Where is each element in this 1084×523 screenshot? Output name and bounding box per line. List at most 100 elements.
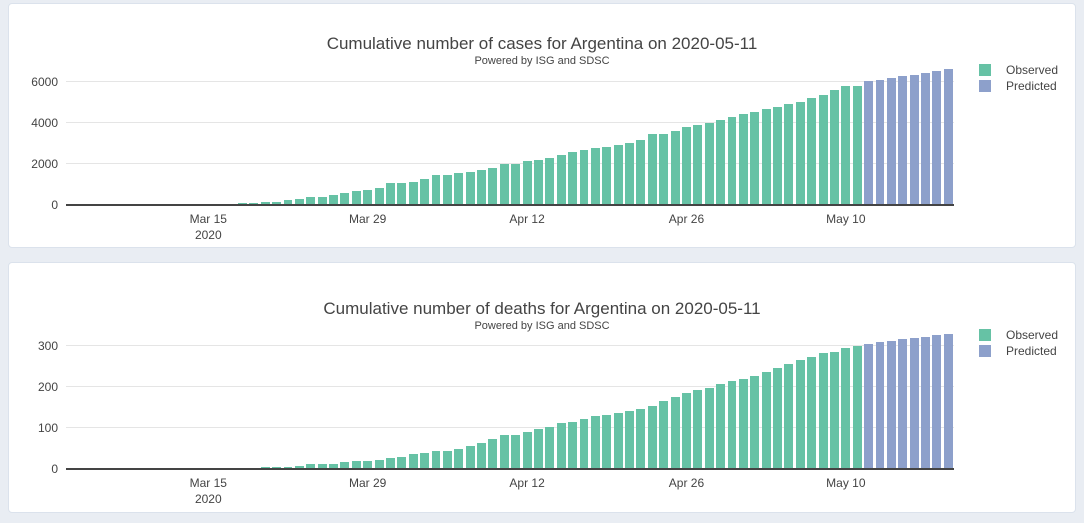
observed-bar[interactable] (750, 376, 760, 469)
observed-bar[interactable] (534, 429, 543, 469)
observed-bar[interactable] (818, 94, 828, 205)
predicted-bar[interactable] (875, 341, 885, 469)
predicted-bar[interactable] (909, 337, 919, 469)
observed-bar[interactable] (727, 116, 737, 205)
observed-bar[interactable] (477, 169, 486, 205)
observed-bar[interactable] (545, 158, 555, 205)
observed-bar[interactable] (636, 140, 646, 205)
observed-bar[interactable] (488, 168, 498, 205)
observed-bar[interactable] (568, 421, 578, 469)
predicted-bar[interactable] (864, 81, 874, 205)
predicted-bar[interactable] (943, 334, 953, 469)
predicted-bar[interactable] (898, 339, 908, 469)
observed-bar[interactable] (442, 175, 452, 205)
predicted-bar[interactable] (886, 77, 896, 205)
observed-bar[interactable] (465, 171, 475, 205)
observed-bar[interactable] (727, 380, 737, 469)
observed-bar[interactable] (590, 148, 600, 205)
observed-bar[interactable] (602, 146, 612, 205)
observed-bar[interactable] (738, 113, 748, 205)
observed-bar[interactable] (682, 127, 691, 205)
deaths-plot-area[interactable]: 0 100 200 300 Mar 15 2020 Mar 29 Apr 12 Apr 26 Ma… (38, 325, 954, 506)
observed-bar[interactable] (670, 396, 680, 469)
observed-bar[interactable] (784, 104, 794, 205)
observed-bar[interactable] (499, 435, 509, 469)
observed-bar[interactable] (761, 371, 771, 469)
predicted-bar[interactable] (898, 76, 908, 205)
observed-bar[interactable] (386, 183, 395, 205)
observed-bar[interactable] (329, 194, 338, 205)
observed-bar[interactable] (818, 352, 828, 469)
observed-bar[interactable] (636, 408, 646, 469)
predicted-bar[interactable] (932, 335, 942, 469)
observed-bar[interactable] (329, 463, 338, 469)
observed-bar[interactable] (784, 363, 794, 469)
observed-bar[interactable] (545, 427, 555, 469)
observed-bar[interactable] (499, 164, 509, 205)
observed-bar[interactable] (795, 101, 805, 205)
observed-bar[interactable] (613, 144, 623, 205)
observed-bar[interactable] (625, 410, 634, 469)
observed-bar[interactable] (625, 142, 634, 205)
observed-bar[interactable] (477, 443, 486, 469)
legend-item-observed[interactable]: Observed (979, 62, 1079, 78)
observed-bar[interactable] (431, 175, 441, 205)
observed-bar[interactable] (397, 457, 407, 469)
legend-item-predicted[interactable]: Predicted (979, 343, 1079, 359)
observed-bar[interactable] (363, 460, 373, 469)
observed-bar[interactable] (773, 367, 782, 469)
observed-bar[interactable] (306, 464, 316, 469)
legend-item-observed[interactable]: Observed (979, 327, 1079, 343)
observed-bar[interactable] (374, 459, 384, 469)
observed-bar[interactable] (852, 85, 862, 205)
observed-bar[interactable] (807, 97, 817, 205)
observed-bar[interactable] (830, 89, 839, 205)
observed-bar[interactable] (431, 451, 441, 469)
observed-bar[interactable] (659, 401, 669, 469)
observed-bar[interactable] (647, 134, 657, 205)
observed-bar[interactable] (511, 435, 521, 469)
observed-bar[interactable] (738, 379, 748, 469)
observed-bar[interactable] (841, 86, 851, 205)
observed-bar[interactable] (841, 348, 851, 469)
observed-bar[interactable] (522, 431, 532, 469)
observed-bar[interactable] (351, 190, 361, 205)
observed-bar[interactable] (716, 383, 726, 469)
observed-bar[interactable] (590, 415, 600, 469)
observed-bar[interactable] (534, 159, 543, 205)
cases-plot-area[interactable]: 0 2000 4000 6000 Mar 15 2020 Mar 29 Apr 12 Apr 2… (31, 61, 954, 242)
observed-bar[interactable] (465, 445, 475, 469)
observed-bar[interactable] (852, 345, 862, 469)
observed-bar[interactable] (761, 108, 771, 205)
observed-bar[interactable] (317, 464, 327, 469)
observed-bar[interactable] (374, 188, 384, 205)
observed-bar[interactable] (773, 106, 782, 205)
predicted-bar[interactable] (921, 72, 930, 205)
observed-bar[interactable] (340, 192, 350, 205)
observed-bar[interactable] (682, 392, 691, 469)
observed-bar[interactable] (693, 390, 703, 469)
observed-bar[interactable] (260, 202, 270, 205)
observed-bar[interactable] (272, 201, 282, 205)
observed-bar[interactable] (556, 154, 566, 205)
observed-bar[interactable] (454, 449, 464, 469)
observed-bar[interactable] (704, 122, 714, 205)
observed-bar[interactable] (454, 173, 464, 205)
observed-bar[interactable] (522, 160, 532, 205)
observed-bar[interactable] (488, 439, 498, 469)
observed-bar[interactable] (795, 360, 805, 469)
observed-bar[interactable] (693, 124, 703, 205)
legend-item-predicted[interactable]: Predicted (979, 78, 1079, 94)
observed-bar[interactable] (556, 423, 566, 469)
observed-bar[interactable] (420, 452, 430, 469)
observed-bar[interactable] (294, 465, 304, 469)
observed-bar[interactable] (294, 198, 304, 205)
observed-bar[interactable] (511, 164, 521, 205)
observed-bar[interactable] (602, 414, 612, 469)
observed-bar[interactable] (750, 111, 760, 205)
observed-bar[interactable] (340, 462, 350, 469)
observed-bar[interactable] (386, 457, 395, 469)
predicted-bar[interactable] (909, 74, 919, 205)
predicted-bar[interactable] (886, 340, 896, 469)
predicted-bar[interactable] (921, 336, 930, 469)
